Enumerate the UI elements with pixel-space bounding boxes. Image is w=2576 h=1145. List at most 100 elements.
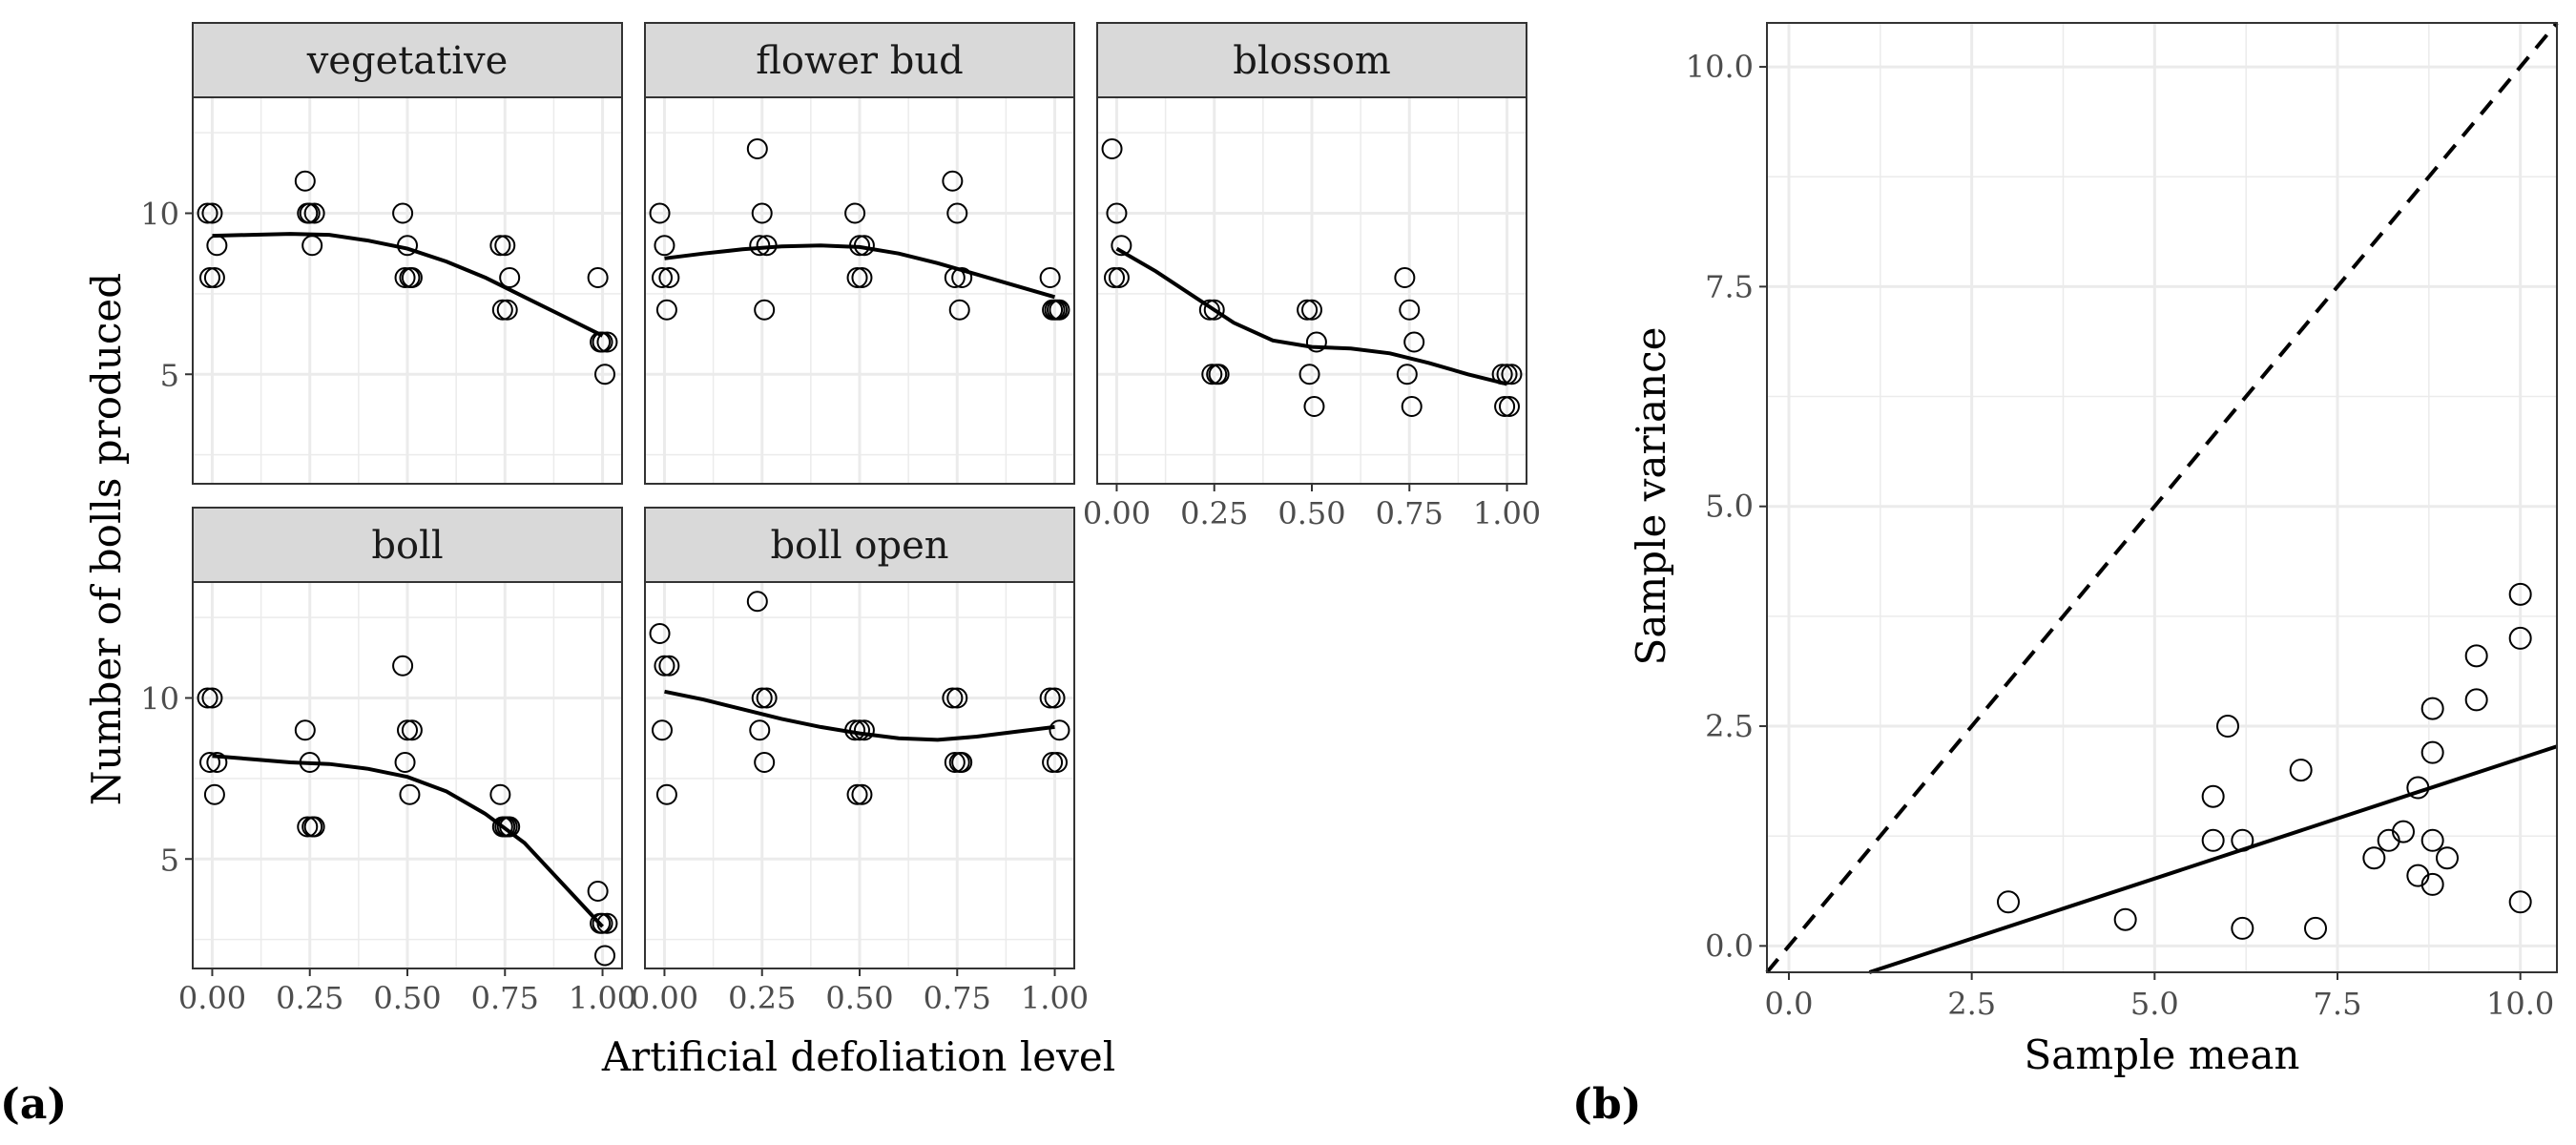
panel-a-label: (a) — [0, 1080, 67, 1129]
data-point — [294, 170, 316, 192]
data-point — [587, 881, 609, 902]
data-point — [399, 267, 421, 288]
data-point — [392, 655, 414, 677]
facet-strip-label: boll — [371, 524, 443, 568]
data-point — [590, 912, 612, 934]
data-point — [199, 752, 220, 773]
x-tick-label: 0.50 — [825, 980, 893, 1016]
panel-b-label: (b) — [1572, 1080, 1641, 1129]
data-point — [303, 202, 325, 224]
y-tick-label: 2.5 — [1705, 708, 1754, 744]
data-point — [297, 816, 319, 838]
x-tick-label: 2.5 — [1947, 986, 1996, 1022]
facet-border — [192, 96, 623, 485]
data-point — [846, 267, 868, 288]
data-point — [749, 719, 771, 741]
data-point — [652, 267, 673, 288]
facet-strip — [1096, 22, 1527, 98]
data-point — [491, 816, 513, 838]
data-point — [494, 235, 516, 257]
smooth-line — [664, 243, 1056, 300]
x-tick-label: 0.00 — [1083, 495, 1151, 531]
data-point — [944, 752, 966, 773]
data-point — [649, 623, 671, 644]
x-tick-label: 0.25 — [728, 980, 796, 1016]
facet-strip — [192, 22, 623, 98]
y-tick-label: 10.0 — [1686, 49, 1754, 85]
facet-vegetative: vegetative 5 10 — [140, 22, 623, 485]
data-point — [399, 783, 421, 805]
data-point — [2420, 828, 2444, 852]
x-tick-label: 0.00 — [178, 980, 246, 1016]
facet-strip-label: blossom — [1233, 39, 1391, 83]
data-point — [1396, 364, 1418, 385]
data-point — [1403, 331, 1425, 353]
x-tick-label: 7.5 — [2314, 986, 2362, 1022]
plot-border — [1766, 22, 2558, 973]
data-point — [1997, 890, 2020, 914]
smooth-line — [212, 232, 604, 338]
data-point — [655, 299, 677, 321]
data-point — [654, 655, 675, 677]
x-tick-label: 0.75 — [1376, 495, 1444, 531]
facet-flower-bud: flower bud — [644, 22, 1075, 485]
x-tick-label: 10.0 — [2486, 986, 2554, 1022]
data-point — [751, 202, 773, 224]
data-point — [1104, 267, 1125, 288]
data-point — [658, 655, 680, 677]
data-point — [392, 202, 414, 224]
data-point — [2392, 820, 2415, 843]
data-point — [496, 299, 518, 321]
facet-strip — [644, 507, 1075, 583]
data-point — [203, 783, 225, 805]
data-point — [946, 202, 968, 224]
smooth-line — [212, 754, 604, 928]
data-point — [1501, 364, 1523, 385]
data-point — [658, 267, 680, 288]
data-point — [1499, 396, 1520, 417]
data-point — [594, 364, 615, 385]
data-point — [206, 752, 228, 773]
data-point — [1496, 364, 1518, 385]
data-point — [496, 816, 518, 838]
data-point — [746, 138, 768, 159]
smooth-line — [664, 689, 1055, 742]
facet-strip-label: boll open — [770, 524, 948, 568]
data-point — [1101, 138, 1123, 159]
data-point — [2113, 907, 2137, 931]
data-point — [1206, 364, 1228, 385]
y-tick-label: 7.5 — [1705, 268, 1754, 304]
data-point — [1108, 267, 1130, 288]
data-point — [1047, 752, 1068, 773]
x-tick-label: 1.00 — [1021, 980, 1089, 1016]
data-point — [1039, 687, 1061, 709]
x-tick-label: 0.75 — [924, 980, 991, 1016]
data-point — [846, 783, 868, 805]
data-point — [201, 202, 223, 224]
data-point — [654, 235, 675, 257]
data-point — [942, 687, 964, 709]
data-point — [948, 752, 970, 773]
data-point — [2201, 828, 2225, 852]
data-point — [2289, 759, 2313, 782]
data-point — [2508, 582, 2532, 606]
data-point — [2304, 916, 2327, 940]
data-point — [1305, 331, 1327, 353]
data-point — [203, 267, 225, 288]
data-point — [751, 687, 773, 709]
data-point — [1203, 299, 1225, 321]
x-tick-label: 0.00 — [631, 980, 698, 1016]
fitted-line — [1868, 744, 2558, 974]
data-point — [756, 687, 778, 709]
x-tick-label: 0.0 — [1765, 986, 1814, 1022]
data-point — [394, 267, 416, 288]
panel-a: vegetative 5 10 flower bud blossom 0.00 0.25 0.… — [83, 22, 1541, 1080]
data-point — [594, 945, 615, 967]
data-point — [1301, 299, 1322, 321]
data-point — [489, 235, 511, 257]
smooth-line — [1115, 246, 1507, 386]
data-point — [197, 687, 218, 709]
data-point — [853, 719, 875, 741]
data-point — [1297, 299, 1319, 321]
data-point — [491, 299, 513, 321]
